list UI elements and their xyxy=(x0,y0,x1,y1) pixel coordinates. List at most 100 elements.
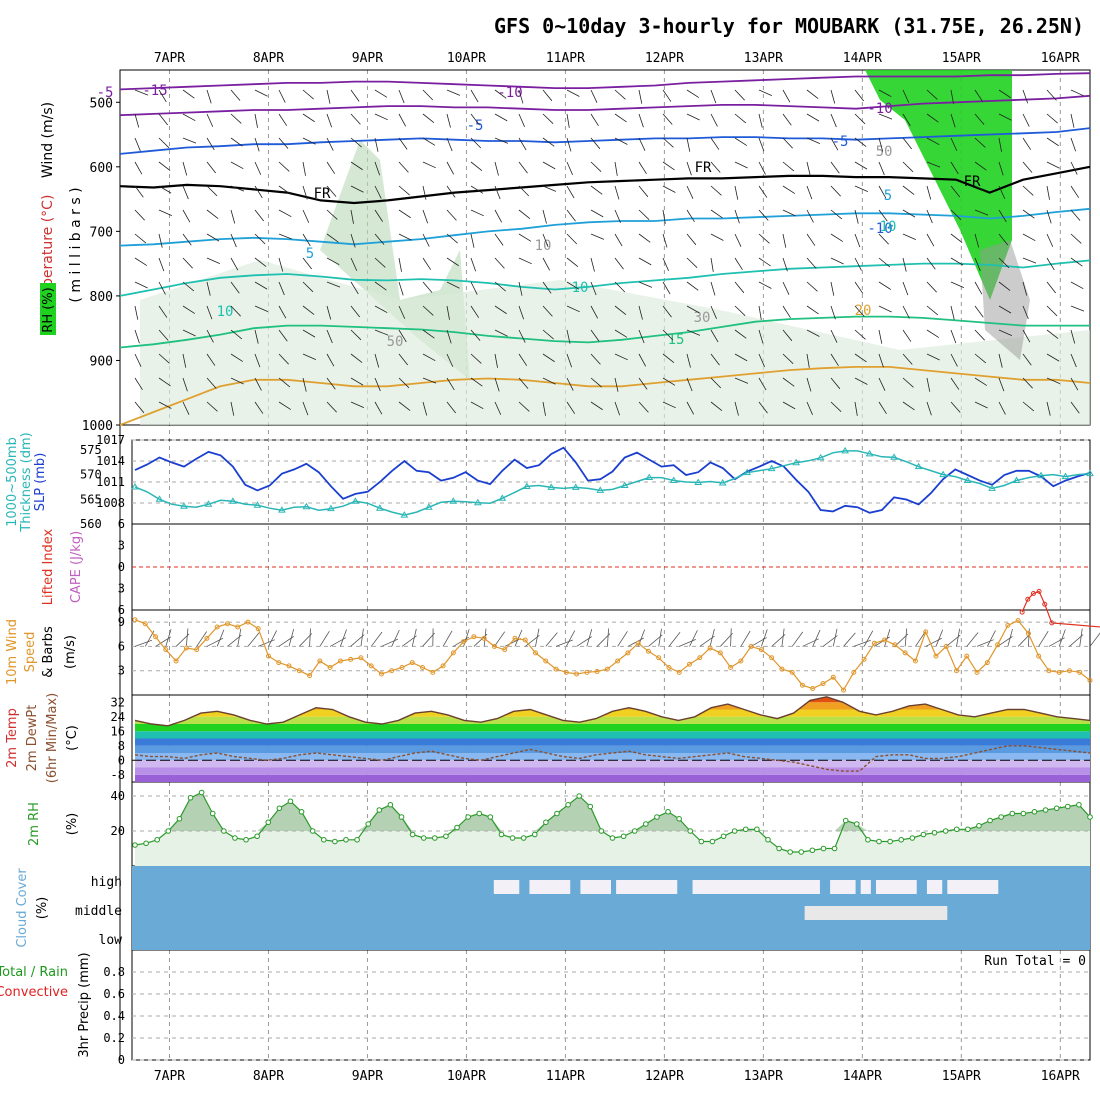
date-label-bottom: 16APR xyxy=(1041,1069,1080,1084)
wind-barb xyxy=(783,114,791,125)
rh-marker xyxy=(721,834,726,839)
wind-barb xyxy=(1071,306,1084,311)
wind10-barb xyxy=(186,628,188,646)
temp-band xyxy=(135,753,1090,760)
rh-tick-label: 20 xyxy=(111,824,125,838)
axis-label-2m-temp: 2m Temp xyxy=(5,708,20,768)
upper-axis-labels: Wind (m/s)Temperature (°C)RH (%)( m i l … xyxy=(40,102,84,335)
wind-barb xyxy=(591,162,601,172)
pressure-tick-label: 900 xyxy=(90,354,113,369)
rh-marker xyxy=(288,799,293,804)
contour-label: FR xyxy=(314,186,331,202)
wind-barb xyxy=(183,114,195,121)
axis-label-precip: 3hr Precip (mm) xyxy=(77,952,92,1057)
wind-barb xyxy=(639,90,642,104)
wind10-barb xyxy=(587,629,592,646)
wind-barb xyxy=(1071,186,1079,198)
rh-marker xyxy=(1077,802,1082,807)
rh-marker xyxy=(266,820,271,825)
wind-barb xyxy=(279,210,291,217)
wind-barb xyxy=(447,114,450,128)
rh-marker xyxy=(177,816,182,821)
wind-barb xyxy=(567,138,571,151)
wind-barb xyxy=(135,162,142,174)
wind-barb xyxy=(831,114,836,127)
wind-barb xyxy=(255,90,268,96)
rh-marker xyxy=(699,839,704,844)
wind-barb xyxy=(231,258,238,270)
wind-barb xyxy=(615,162,617,176)
contour-label: 50 xyxy=(876,144,893,160)
rh-marker xyxy=(843,818,848,823)
wind-barb xyxy=(687,258,697,268)
wind-barb xyxy=(759,162,765,174)
cloud-high-gap xyxy=(693,880,820,894)
axis-label-millibars: ( m i l l i b a r s ) xyxy=(68,187,84,302)
rh-marker xyxy=(299,809,304,814)
wind-barb xyxy=(711,114,717,126)
temp-band xyxy=(135,731,1090,738)
wind-barb xyxy=(807,258,816,268)
wind10-barb xyxy=(607,628,608,646)
wind-barb xyxy=(735,234,741,247)
wind-barb xyxy=(831,162,839,173)
contour-label: 5 xyxy=(306,246,314,262)
wind-barb xyxy=(591,258,594,272)
wind-barb xyxy=(135,306,138,320)
wind-barb xyxy=(303,90,314,99)
wind-barb xyxy=(183,138,196,143)
wind-barb xyxy=(207,138,214,150)
wind10-barb xyxy=(987,630,995,646)
wind-barb xyxy=(1047,282,1056,293)
wind-barb xyxy=(687,186,693,199)
wind-barb xyxy=(735,138,747,146)
axis-label-wind: Wind (m/s) xyxy=(40,102,56,178)
wind-barb xyxy=(423,186,426,200)
wind10-barb xyxy=(443,631,452,647)
cloud-high-gap xyxy=(529,880,570,894)
rh-marker xyxy=(532,832,537,837)
wind-barb xyxy=(567,210,576,221)
wind-barb xyxy=(519,234,531,241)
axis-label-cape: CAPE (J/kg) xyxy=(69,531,84,603)
wind-barb xyxy=(231,90,240,101)
wind-barb xyxy=(615,90,625,99)
wind-barb xyxy=(495,210,502,222)
contour-label: FR xyxy=(695,160,712,176)
wind-barb xyxy=(1023,258,1036,263)
wind-barb xyxy=(183,210,190,222)
rh-marker xyxy=(1010,811,1015,816)
wind-barb xyxy=(903,234,916,240)
rh-marker xyxy=(732,829,737,834)
temp-band xyxy=(135,702,1090,709)
rh-marker xyxy=(366,822,371,827)
temp-band xyxy=(135,775,1090,782)
rh-marker xyxy=(155,837,160,842)
rh-marker xyxy=(255,834,260,839)
rh-marker xyxy=(410,832,415,837)
cloud-high-gap xyxy=(876,880,917,894)
wind-barb xyxy=(951,234,962,243)
wind-barb xyxy=(471,258,476,271)
rh-marker xyxy=(377,808,382,813)
wind-barb xyxy=(327,162,335,174)
wind-barb xyxy=(183,90,194,98)
axis-label-6hr: (6hr Min/Max) xyxy=(45,693,60,783)
wind-barb xyxy=(711,138,719,150)
wind-barb xyxy=(807,282,817,291)
rh-marker xyxy=(810,848,815,853)
wind10-barb xyxy=(412,629,416,647)
wind-barb xyxy=(543,210,546,224)
wind-barb xyxy=(975,306,983,317)
wind-barb xyxy=(519,258,532,264)
date-label-top: 15APR xyxy=(942,51,981,66)
wind-barb xyxy=(879,306,892,312)
rh-marker xyxy=(899,837,904,842)
axis-label-1000-500: 1000~500mb xyxy=(5,437,20,527)
wind-barb xyxy=(327,138,333,151)
wind-barb xyxy=(543,90,552,101)
wind-barb xyxy=(879,330,882,344)
wind-barb xyxy=(927,282,937,292)
wind-barb xyxy=(1047,114,1058,123)
wind-barb xyxy=(759,186,767,198)
